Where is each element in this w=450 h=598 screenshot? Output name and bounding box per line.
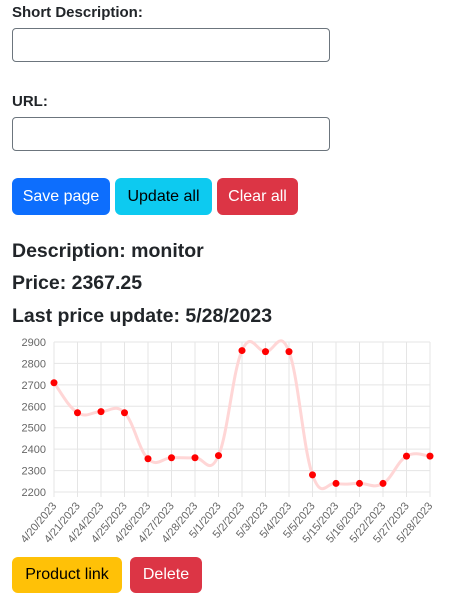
delete-button[interactable]: Delete xyxy=(130,557,202,593)
short-description-input[interactable] xyxy=(12,28,330,62)
data-point xyxy=(97,408,105,416)
clear-all-button[interactable]: Clear all xyxy=(217,178,298,215)
data-point xyxy=(403,452,410,460)
url-label: URL: xyxy=(12,93,48,110)
data-point xyxy=(215,452,222,460)
url-input[interactable] xyxy=(12,117,330,151)
y-tick-label: 2900 xyxy=(22,337,46,349)
product-price: Price: 2367.25 xyxy=(12,272,143,294)
short-description-label: Short Description: xyxy=(12,4,143,21)
data-point xyxy=(285,348,293,356)
data-point xyxy=(426,452,434,460)
data-point xyxy=(356,479,363,487)
data-point xyxy=(74,409,81,417)
data-point xyxy=(121,409,128,417)
y-tick-label: 2700 xyxy=(22,380,46,392)
data-point xyxy=(191,454,199,462)
data-point xyxy=(168,454,175,462)
data-point xyxy=(238,347,246,355)
data-point xyxy=(332,479,340,487)
data-point xyxy=(50,379,58,387)
data-point xyxy=(262,348,269,356)
y-tick-label: 2500 xyxy=(22,423,46,435)
product-link-button[interactable]: Product link xyxy=(12,557,122,593)
price-history-chart: 220023002400250026002700280029004/20/202… xyxy=(19,337,436,545)
product-description: Description: monitor xyxy=(12,240,204,262)
save-page-button[interactable]: Save page xyxy=(12,178,110,215)
data-point xyxy=(309,471,316,479)
last-price-update: Last price update: 5/28/2023 xyxy=(12,305,273,327)
data-point xyxy=(379,479,387,487)
y-tick-label: 2400 xyxy=(22,444,46,456)
y-tick-label: 2200 xyxy=(22,487,46,499)
y-tick-label: 2600 xyxy=(22,401,46,413)
y-tick-label: 2300 xyxy=(22,466,46,478)
y-tick-label: 2800 xyxy=(22,358,46,370)
update-all-button[interactable]: Update all xyxy=(115,178,212,215)
data-point xyxy=(144,455,152,463)
